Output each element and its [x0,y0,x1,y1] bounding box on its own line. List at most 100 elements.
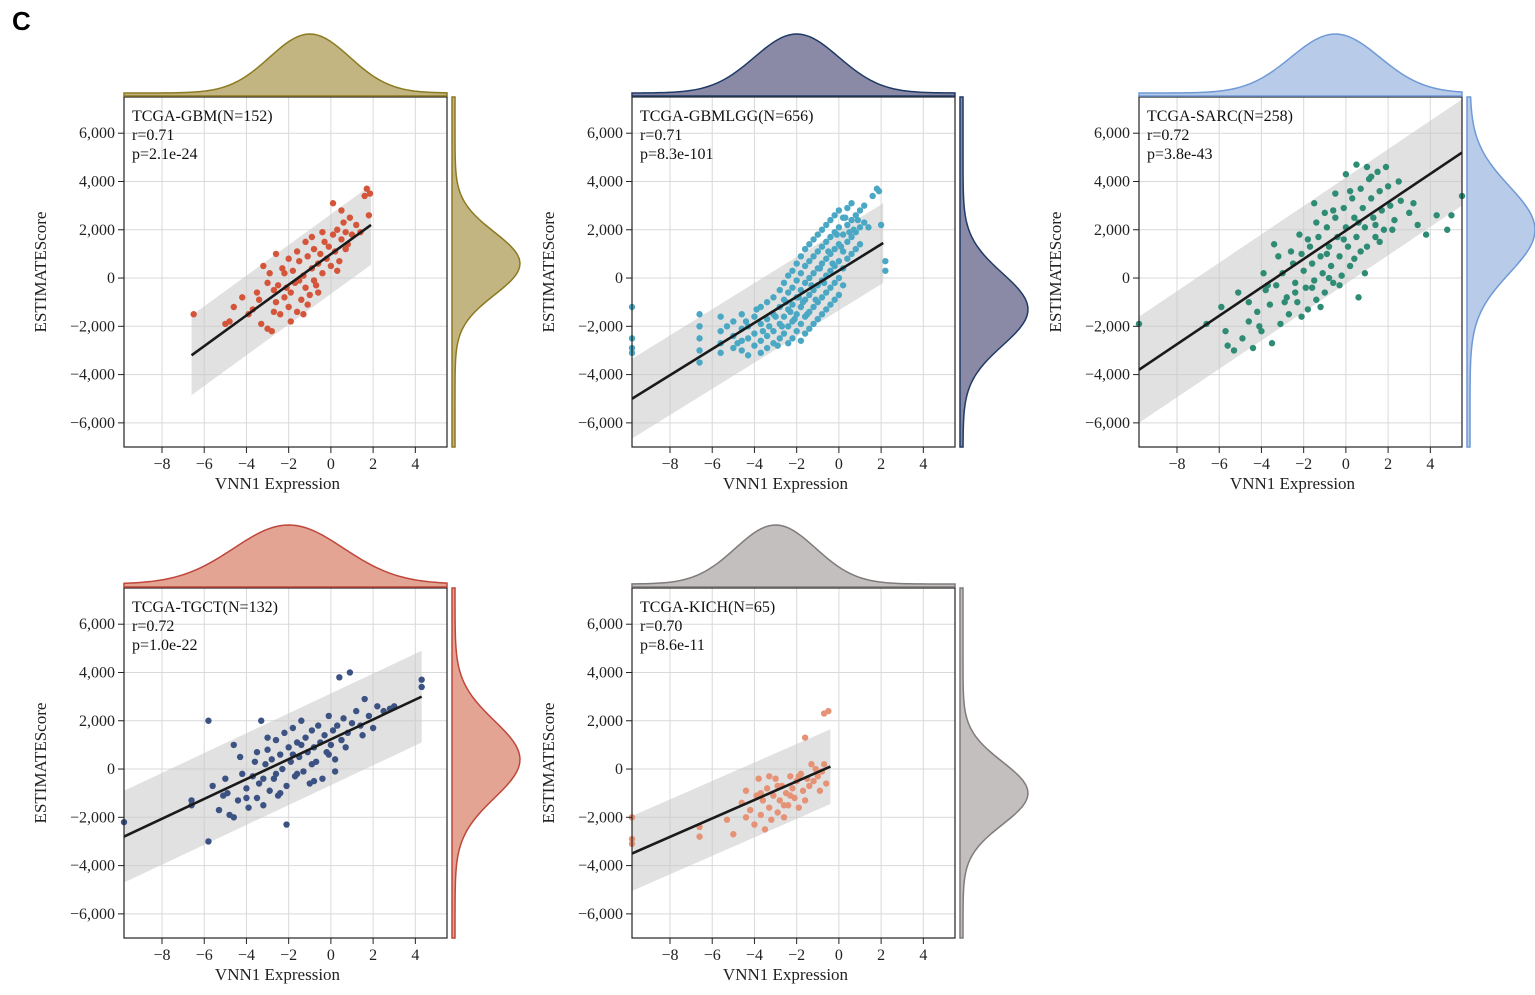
data-point [1311,200,1318,207]
data-point [1448,212,1455,219]
y-tick-label: −2,000 [70,809,115,826]
data-point [696,359,703,366]
p-value: p=8.6e-11 [640,637,705,654]
data-point [861,219,868,226]
data-point [277,789,284,797]
x-tick-label: −6 [196,456,213,473]
data-point [327,262,335,270]
data-point [856,207,864,214]
y-tick-label: −4,000 [578,367,623,384]
regression-line [190,223,372,357]
panel-letter: C [12,6,31,36]
data-point [793,260,800,267]
data-point [270,308,278,316]
data-point [287,289,294,296]
data-point [774,809,781,816]
data-point [243,794,250,802]
data-point [831,245,838,253]
data-point [818,260,826,267]
data-point [1363,163,1371,171]
data-point [780,279,788,287]
y-tick-label: −2,000 [70,318,115,335]
data-point [272,736,280,744]
data-point [806,274,813,282]
plot-frame [631,96,956,448]
x-axis-label: VNN1 Expression [1230,474,1356,493]
data-point [346,214,354,221]
data-point [308,761,316,768]
data-point [846,228,853,236]
data-point [308,233,316,241]
data-point [270,775,278,782]
data-point [245,804,252,811]
data-point [1323,224,1331,231]
data-point [1444,226,1451,233]
data-point [797,337,805,344]
data-point [759,797,767,804]
data-point [787,792,794,799]
x-tick-label: 4 [919,947,927,964]
data-point [1372,233,1379,241]
x-axis-label: VNN1 Expression [723,474,849,493]
data-point [262,761,269,768]
x-tick-label: −6 [704,456,721,473]
data-point [281,270,288,277]
data-point [801,245,809,253]
data-point [797,320,805,328]
data-point [780,802,788,809]
y-tick-label: −6,000 [578,906,623,923]
data-point [1344,243,1352,250]
data-point [738,347,745,354]
data-point [285,255,292,262]
data-point [338,236,345,243]
data-point [1313,296,1320,303]
data-point [1414,221,1421,229]
data-point [787,308,794,316]
data-point [369,724,377,732]
y-tick-label: −6,000 [70,415,115,432]
data-point [289,724,297,732]
data-point [795,773,802,780]
data-point [780,330,788,337]
data-point [319,270,326,277]
data-point [785,340,792,347]
data-point [793,311,800,318]
data-point [810,253,817,260]
data-point [1433,212,1440,219]
data-point [1294,298,1301,306]
x-tick-label: −6 [704,947,721,964]
data-point [234,797,242,804]
data-point [302,284,309,291]
data-point [365,712,373,720]
x-tick-label: −8 [661,456,678,473]
data-point [791,315,798,323]
x-tick-label: 2 [1384,456,1392,473]
data-point [1224,342,1231,349]
data-point [812,296,819,303]
data-point [839,231,847,238]
data-point [734,340,741,347]
data-point [753,306,760,313]
x-axis-label: VNN1 Expression [215,965,341,984]
y-tick-label: 2,000 [587,713,623,730]
x-tick-label: −4 [746,947,763,964]
y-tick-label: −4,000 [1085,367,1130,384]
data-point [1304,236,1312,243]
data-point [789,301,796,308]
y-tick-label: 0 [107,761,115,778]
data-point [808,761,815,768]
x-tick-label: 0 [327,456,335,473]
marginal-density-x [123,524,448,588]
y-axis-label: ESTIMATEScore [1046,212,1065,333]
data-point [353,707,360,715]
marginal-density-y [451,587,521,939]
marginal-density-y [959,96,1029,448]
data-point [696,335,703,342]
data-point [770,792,777,799]
data-point [310,277,318,284]
data-point [1321,289,1328,296]
data-point [338,207,345,214]
y-tick-label: −6,000 [1085,415,1130,432]
data-point [770,327,777,335]
data-point [226,318,233,325]
